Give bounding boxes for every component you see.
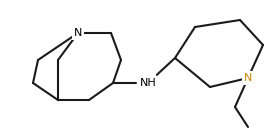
Text: NH: NH <box>140 78 156 88</box>
Text: N: N <box>74 28 82 38</box>
Text: N: N <box>244 73 252 83</box>
